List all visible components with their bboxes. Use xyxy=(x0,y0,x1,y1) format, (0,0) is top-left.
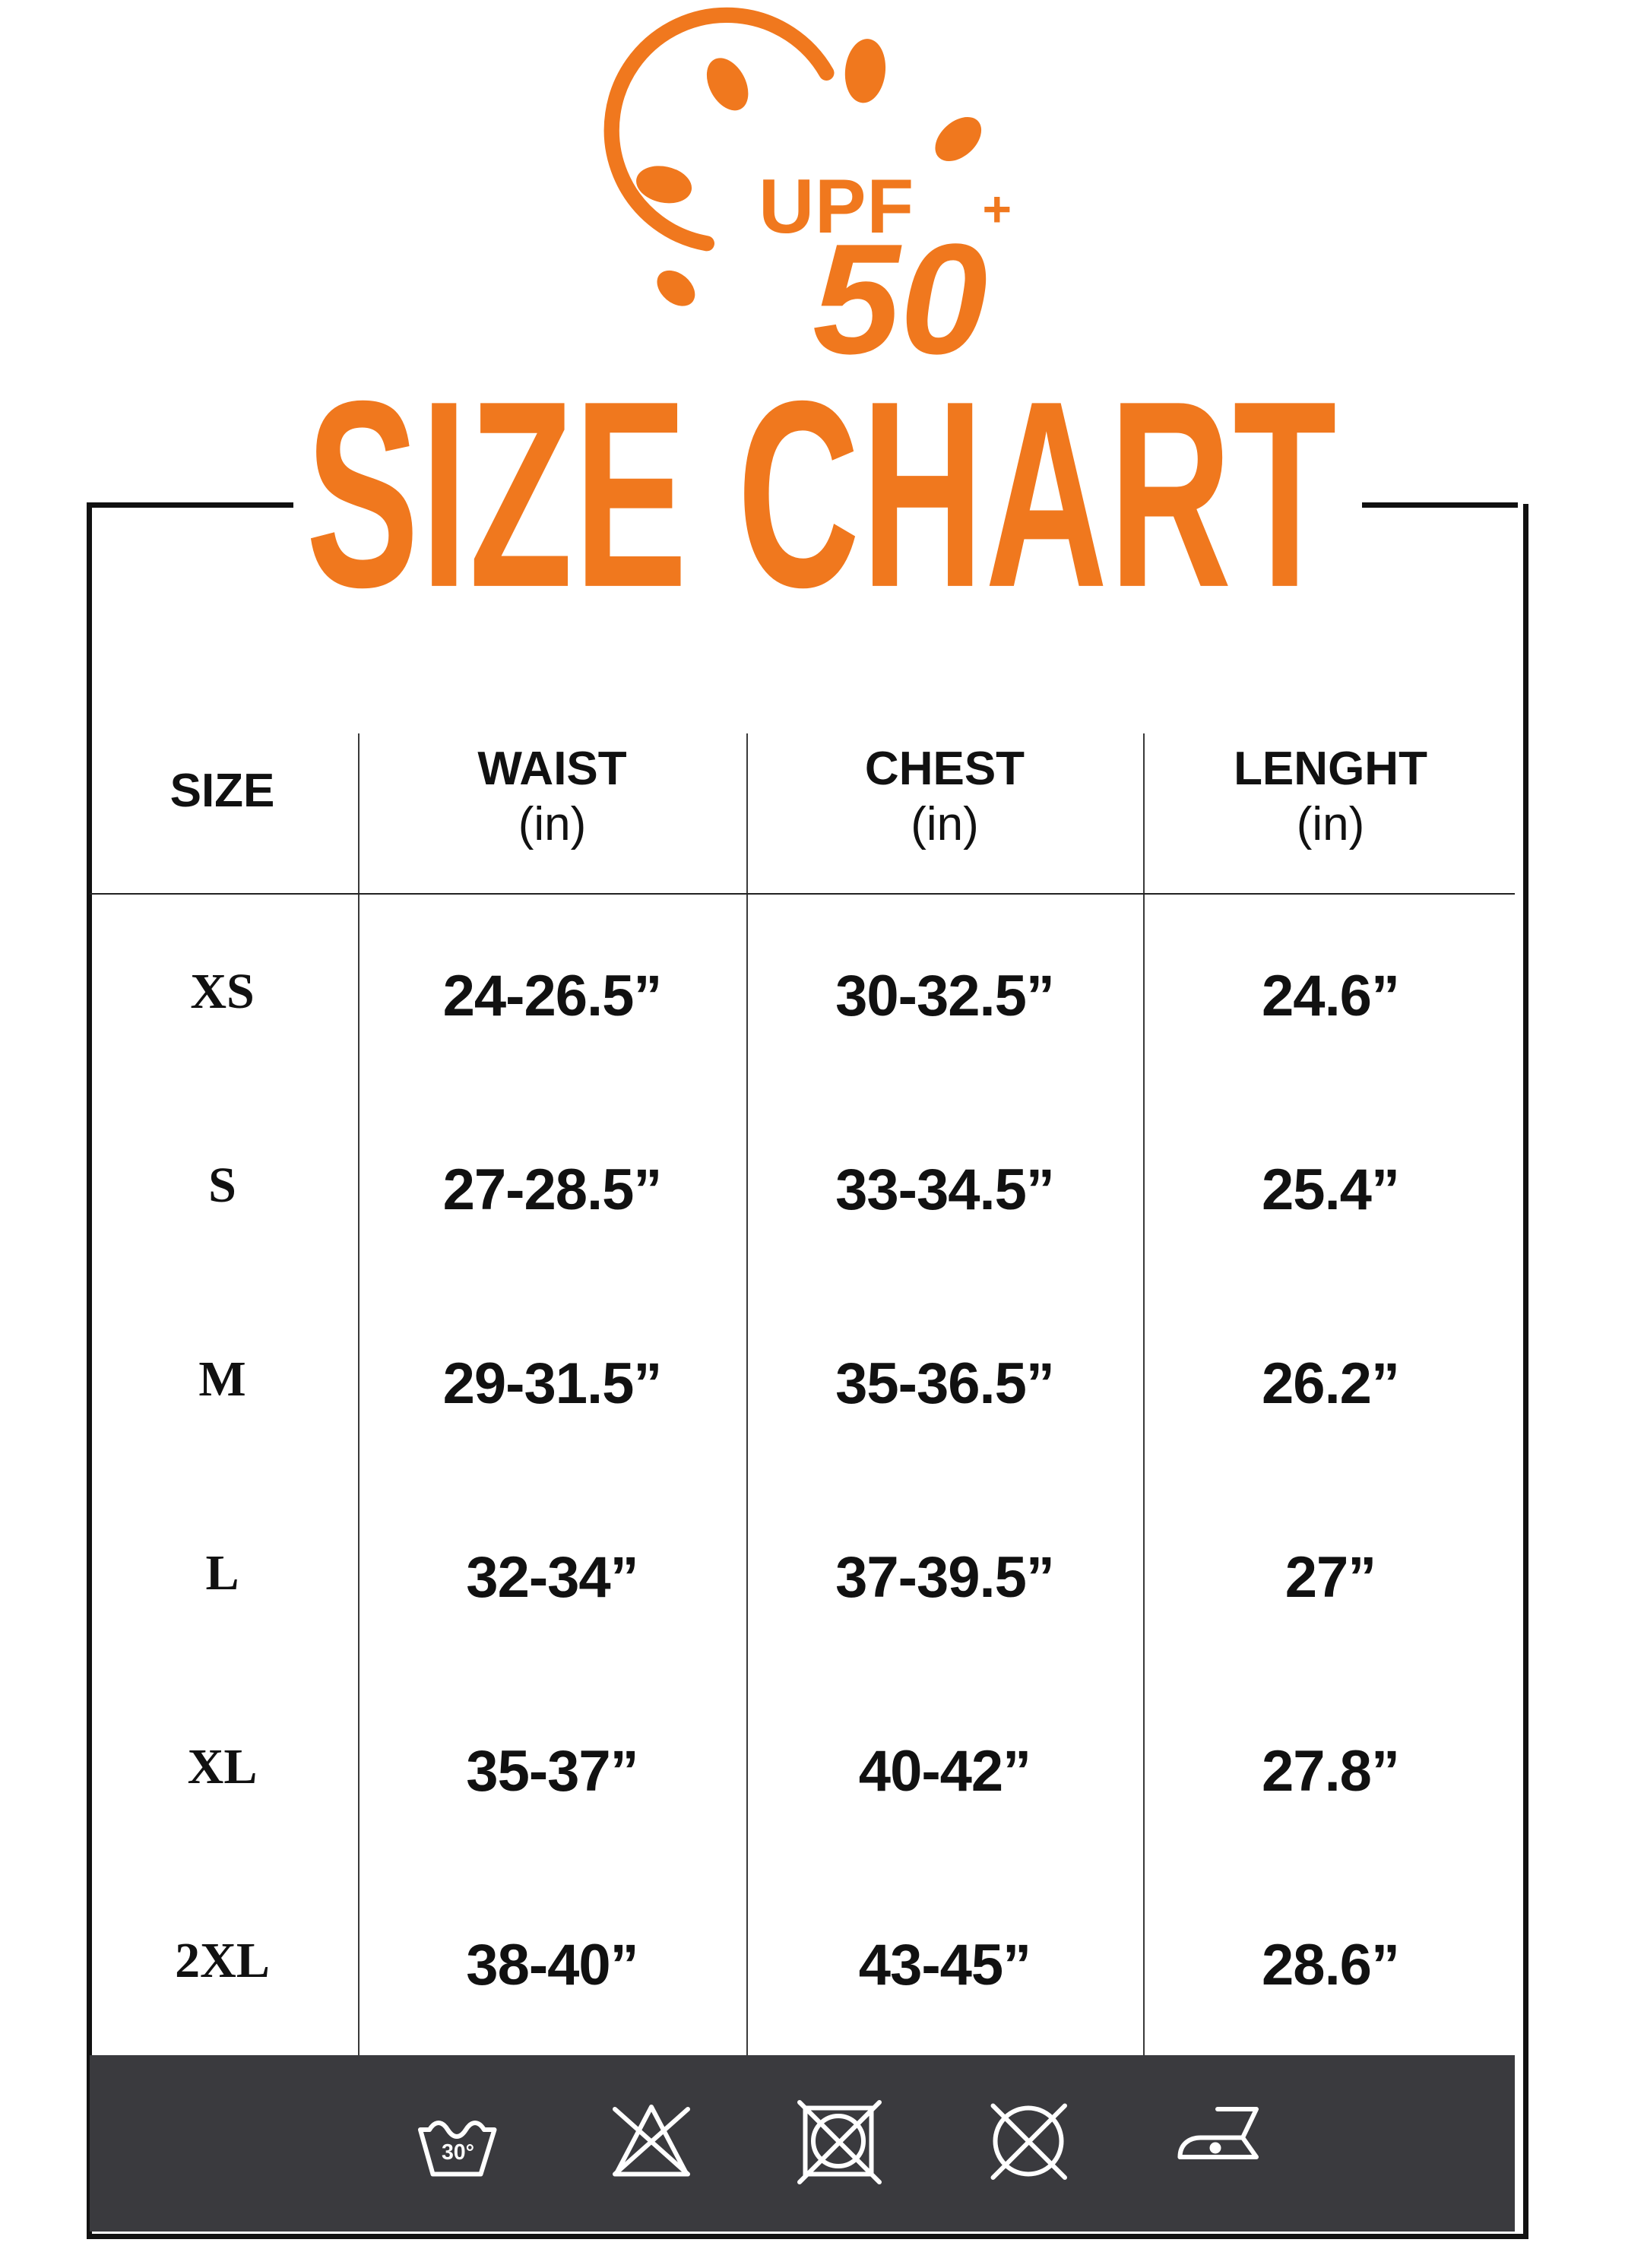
svg-text:+: + xyxy=(983,180,1012,236)
svg-text:30°: 30° xyxy=(442,2140,474,2165)
svg-text:50: 50 xyxy=(812,211,987,356)
